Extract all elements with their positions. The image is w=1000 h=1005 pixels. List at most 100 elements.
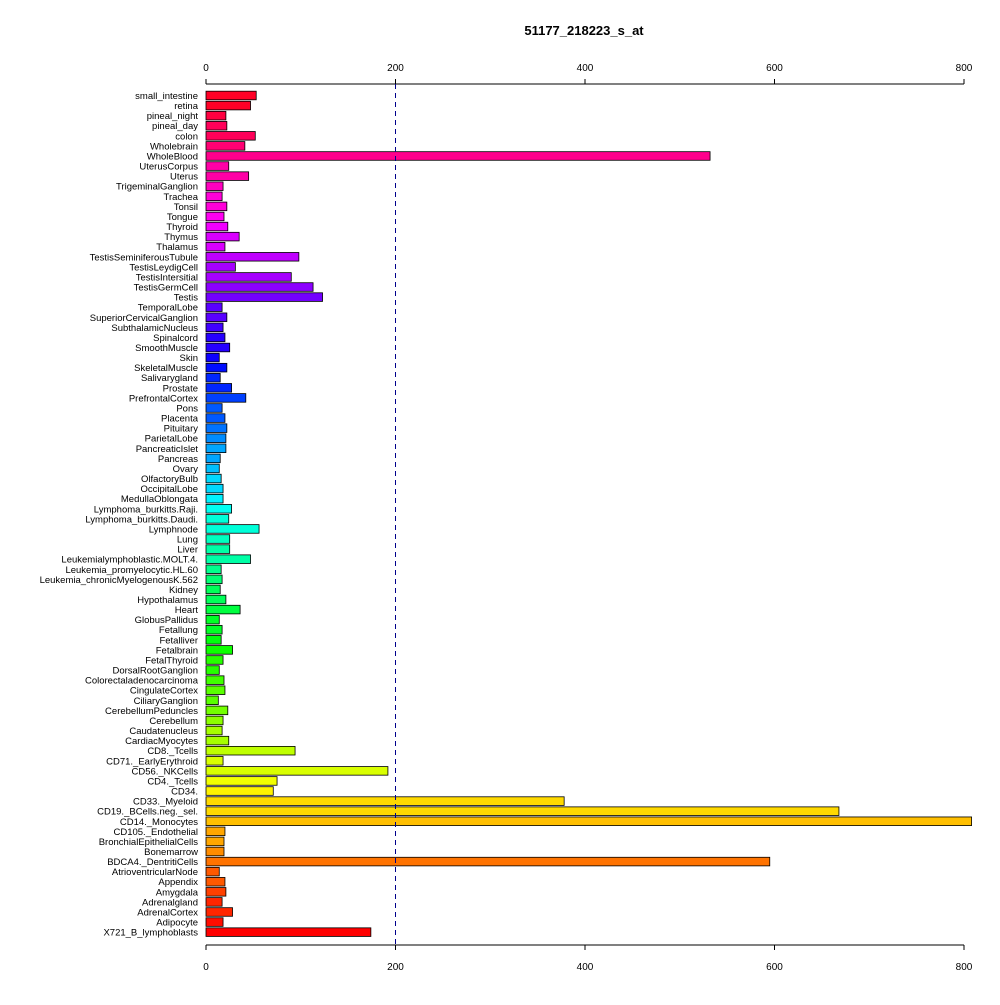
category-label: Caudatenucleus (129, 726, 198, 737)
bar (205, 897, 223, 907)
bar (205, 362, 228, 373)
category-label: BDCA4._DentritiCells (107, 857, 198, 868)
bar (205, 241, 226, 252)
category-label: CD8._Tcells (147, 746, 198, 757)
category-label: Hypothalamus (137, 595, 198, 606)
bar (205, 927, 372, 937)
bar (205, 695, 219, 706)
bar (205, 746, 296, 756)
category-label: TestisIntersitial (136, 272, 198, 283)
bar (205, 574, 223, 585)
bar (205, 161, 230, 171)
tick-label: 400 (577, 962, 594, 973)
category-label: CD105._Endothelial (113, 827, 198, 838)
bar (205, 352, 220, 363)
category-label: Adipocyte (156, 918, 198, 929)
bar (205, 292, 323, 302)
category-label: Wholebrain (150, 141, 198, 152)
category-label: CardiacMyocytes (125, 736, 198, 747)
bar (205, 141, 246, 151)
bar (205, 373, 221, 383)
category-label: GlobusPallidus (135, 615, 199, 626)
category-label: OlfactoryBulb (141, 474, 198, 485)
x-axis-top: 0 200 400 600 800 (203, 63, 973, 85)
category-label: Fetalliver (159, 635, 198, 646)
category-label: Cerebellum (149, 716, 198, 727)
bar (205, 846, 225, 857)
bar (205, 151, 711, 161)
bar (205, 121, 228, 131)
category-label: FetalThyroid (145, 655, 198, 666)
category-label: Skin (180, 353, 198, 364)
category-label: Placenta (161, 414, 199, 425)
bar (205, 413, 226, 423)
bar (205, 756, 224, 766)
category-label: pineal_night (147, 111, 199, 122)
bar (205, 231, 240, 242)
category-label: Heart (175, 605, 199, 616)
category-label: colon (175, 131, 198, 142)
bar (205, 836, 225, 847)
category-label: Thymus (164, 232, 198, 243)
category-label: ParietalLobe (145, 434, 198, 445)
bar (205, 584, 221, 595)
bar (205, 887, 227, 897)
bar (205, 856, 771, 867)
bar (205, 514, 230, 524)
tick-label: 200 (387, 63, 404, 74)
tick-label: 600 (766, 63, 783, 74)
category-label: Pons (176, 403, 198, 414)
tick-label: 600 (766, 962, 783, 973)
chart-title: 51177_218223_s_at (524, 23, 644, 38)
category-label: Kidney (169, 585, 198, 596)
category-label: CD4._Tcells (147, 776, 198, 787)
bar (205, 90, 257, 101)
category-label: Uterus (170, 172, 198, 183)
category-label: CiliaryGanglion (134, 696, 198, 707)
bar (205, 554, 251, 564)
category-label: WholeBlood (147, 151, 198, 162)
category-label: MedullaOblongata (121, 494, 199, 505)
bar (205, 524, 260, 534)
bar (205, 100, 251, 111)
category-label: pineal_day (152, 121, 198, 132)
category-label: CD33._Myeloid (133, 797, 198, 808)
category-label: CD71._EarlyErythroid (106, 756, 198, 767)
bar (205, 252, 300, 262)
bar (205, 816, 972, 826)
bar (205, 403, 223, 413)
bar (205, 806, 840, 816)
tick-label: 800 (956, 962, 973, 973)
category-label: X721_B_lymphoblasts (103, 928, 198, 939)
bar (205, 786, 274, 796)
category-label: small_intestine (135, 91, 198, 102)
bar (205, 715, 224, 726)
bar (205, 776, 278, 786)
category-label: Ovary (173, 464, 199, 475)
category-label: Leukemia_chronicMyelogenousK.562 (40, 575, 198, 586)
bar (205, 453, 221, 464)
category-label: SubthalamicNucleus (111, 323, 198, 334)
bar (205, 342, 231, 353)
category-label: PrefrontalCortex (129, 393, 198, 404)
tick-label: 0 (203, 962, 209, 973)
category-label: Pituitary (164, 424, 199, 435)
bar (205, 604, 241, 615)
bar (205, 201, 228, 212)
bar (205, 645, 233, 655)
x-axis-bottom: 0 200 400 600 800 (203, 944, 973, 973)
bar (205, 282, 314, 292)
category-label: Pancreas (158, 454, 198, 465)
category-label: Thyroid (166, 222, 198, 233)
bar (205, 675, 225, 685)
bar (205, 332, 226, 343)
bar (205, 534, 231, 544)
bar (205, 594, 227, 605)
category-label: Appendix (158, 877, 198, 888)
category-label: SkeletalMuscle (134, 363, 198, 374)
category-label: Fetalbrain (156, 645, 198, 656)
category-label: BronchialEpithelialCells (99, 837, 199, 848)
bar (205, 725, 223, 736)
bar (205, 685, 226, 695)
